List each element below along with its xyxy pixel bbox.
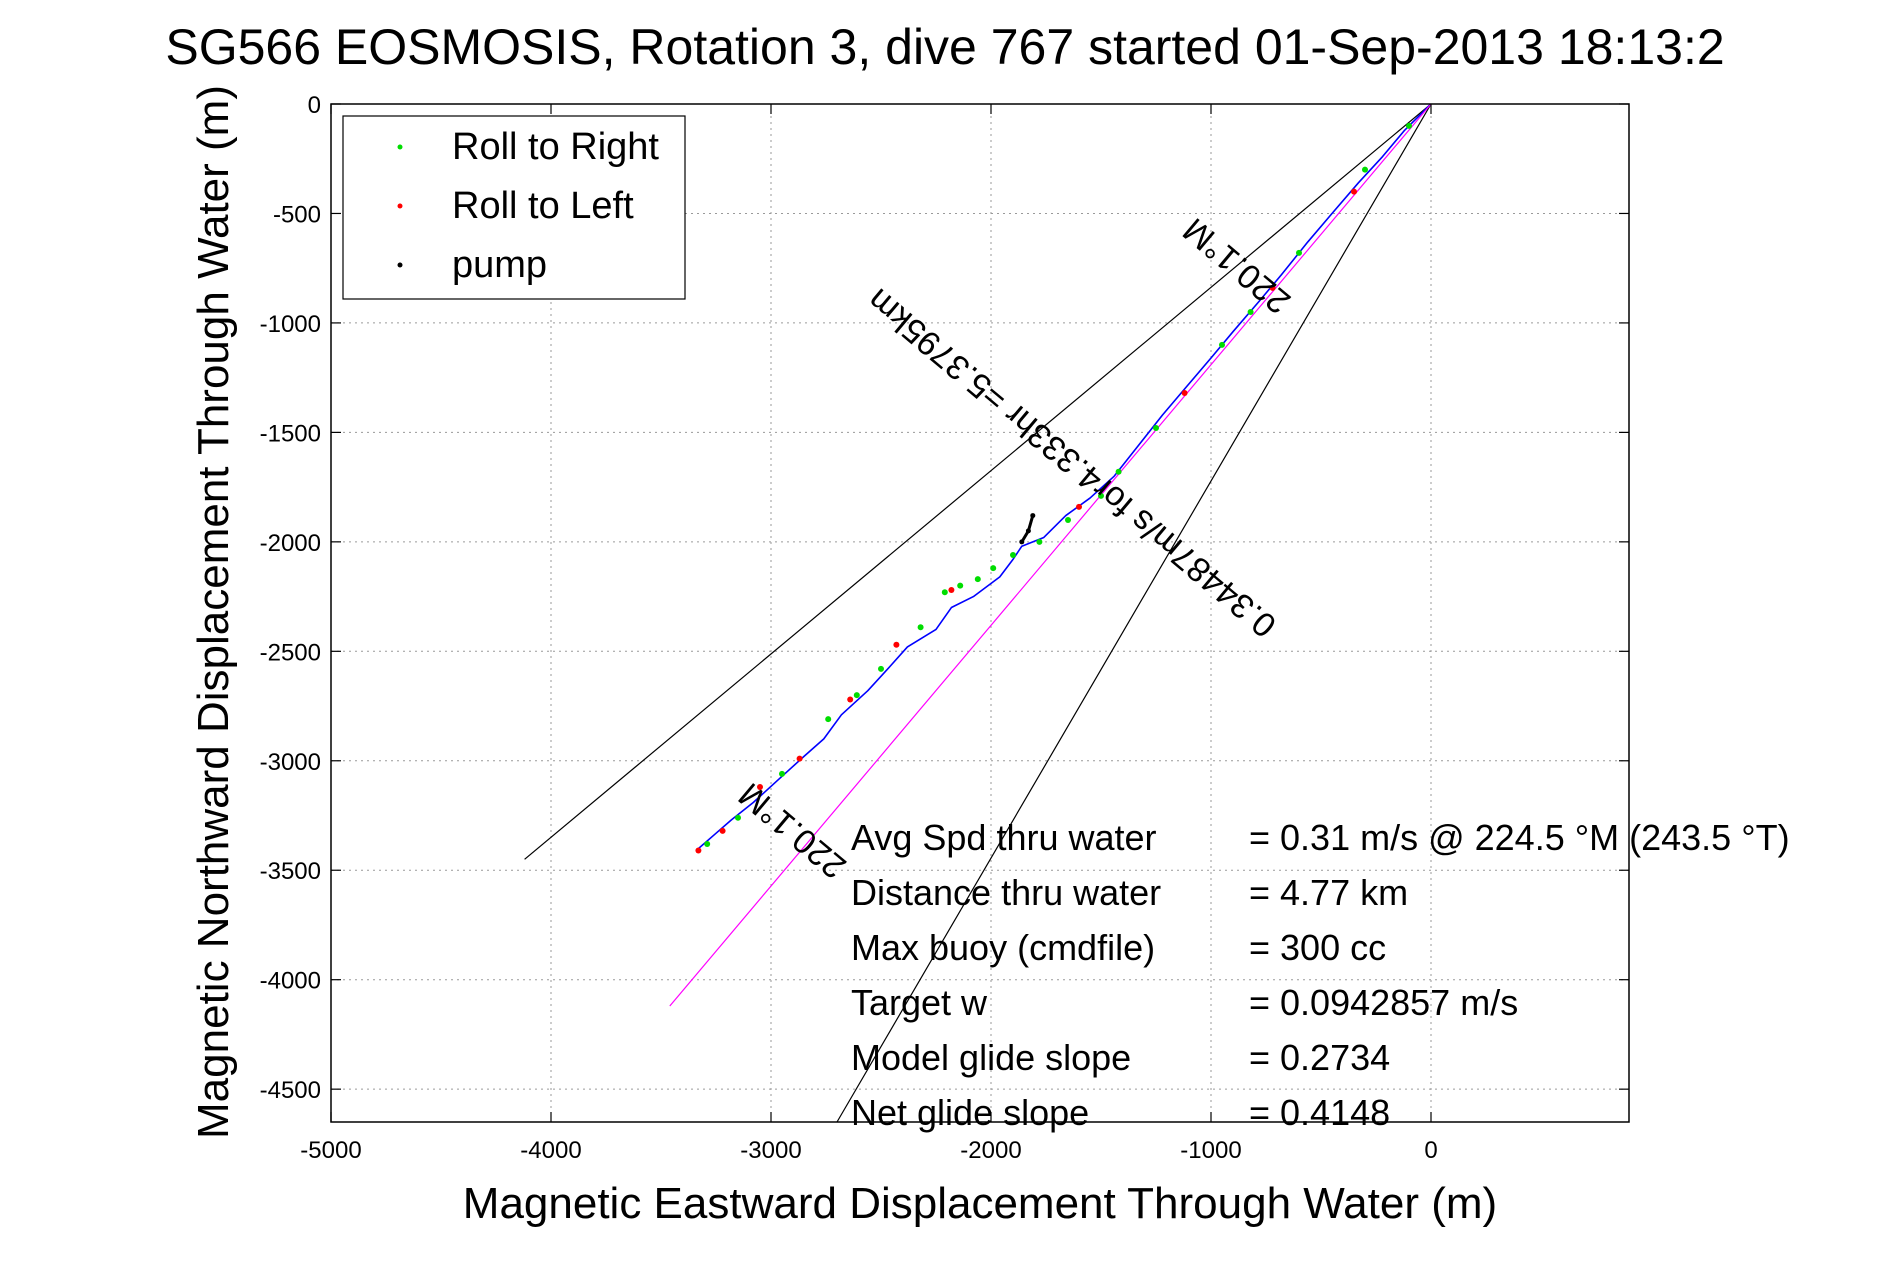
y-tick-label: -2500 <box>260 639 321 666</box>
y-tick-label: -1000 <box>260 311 321 338</box>
roll-left-marker <box>719 827 726 834</box>
x-tick-label: -4000 <box>520 1137 581 1164</box>
stat-label: Avg Spd thru water <box>851 817 1157 858</box>
roll-left-marker <box>1076 503 1082 510</box>
legend-marker <box>397 203 403 209</box>
cone-lines <box>524 103 1432 1123</box>
legend-label: Roll to Left <box>452 185 634 227</box>
x-tick-label: -2000 <box>960 1137 1021 1164</box>
roll-right-marker <box>917 624 924 631</box>
stat-label: Model glide slope <box>851 1037 1131 1078</box>
stat-value: = 0.2734 <box>1249 1037 1390 1078</box>
y-tick-label: -4500 <box>260 1077 321 1104</box>
roll-right-marker <box>825 716 832 723</box>
y-tick-label: -3000 <box>260 749 321 776</box>
stat-value: = 0.4148 <box>1249 1092 1390 1133</box>
stat-value: = 300 cc <box>1249 927 1386 968</box>
roll-right-marker <box>1406 122 1412 129</box>
chart-title: SG566 EOSMOSIS, Rotation 3, dive 767 sta… <box>165 19 1724 75</box>
track-lines <box>669 103 1432 1007</box>
roll-right-marker <box>1296 249 1302 256</box>
legend-label: Roll to Right <box>452 126 659 168</box>
stat-label: Distance thru water <box>851 872 1161 913</box>
y-tick-label: 0 <box>308 92 321 119</box>
markers <box>695 122 1412 854</box>
legend-marker <box>397 144 403 150</box>
stats-box: Avg Spd thru water = 0.31 m/s @ 224.5 °M … <box>851 817 1790 1133</box>
roll-right-marker <box>704 840 711 847</box>
stat-value: = 4.77 km <box>1249 872 1408 913</box>
roll-right-marker <box>735 814 741 821</box>
y-tick-label: -4000 <box>260 968 321 995</box>
roll-right-marker <box>1115 468 1122 475</box>
roll-left-marker <box>948 587 955 594</box>
series-line-cone-right <box>836 103 1432 1123</box>
roll-right-marker <box>1362 166 1368 173</box>
roll-left-marker <box>796 755 803 762</box>
roll-right-marker <box>1036 538 1043 545</box>
roll-right-marker <box>1247 308 1254 315</box>
legend-marker <box>397 262 403 268</box>
roll-left-marker <box>1269 284 1276 291</box>
y-ticks: 0 -500 -1000 -1500 -2000 -2500 -3000 -3500 -4000… <box>260 92 1629 1104</box>
roll-left-marker <box>757 784 763 791</box>
x-axis-label: Magnetic Eastward Displacement Through W… <box>463 1179 1497 1228</box>
roll-left-marker <box>1351 188 1357 195</box>
x-tick-label: -1000 <box>1180 1137 1241 1164</box>
roll-right-marker <box>941 589 948 596</box>
roll-left-marker <box>1181 389 1188 396</box>
roll-right-marker <box>990 565 997 572</box>
legend: Roll to Right Roll to Left pump <box>342 115 686 300</box>
roll-left-marker <box>695 847 702 854</box>
roll-right-marker <box>1153 425 1159 432</box>
series-line-average-velocity-line <box>669 103 1432 1007</box>
roll-left-marker <box>893 641 900 648</box>
roll-right-marker <box>1219 341 1225 348</box>
x-tick-label: -3000 <box>740 1137 801 1164</box>
x-ticks: -5000 -4000 -3000 -2000 -1000 0 <box>300 104 1438 1164</box>
stat-value: = 0.31 m/s @ 224.5 °M (243.5 °T) <box>1249 817 1790 858</box>
roll-left-marker <box>847 696 854 703</box>
x-tick-label: 0 <box>1424 1137 1437 1164</box>
roll-right-marker <box>1098 492 1104 499</box>
y-tick-label: -500 <box>273 201 321 228</box>
y-tick-label: -3500 <box>260 858 321 885</box>
stat-label: Net glide slope <box>851 1092 1089 1133</box>
y-tick-label: -2000 <box>260 530 321 557</box>
roll-right-marker <box>853 692 860 699</box>
y-tick-label: -1500 <box>260 420 321 447</box>
stat-value: = 0.0942857 m/s <box>1249 982 1518 1023</box>
roll-right-marker <box>1065 516 1071 523</box>
roll-right-marker <box>779 770 785 777</box>
series-line-track <box>695 103 1432 852</box>
stat-label: Target w <box>851 982 988 1023</box>
roll-right-marker <box>878 665 884 672</box>
roll-right-marker <box>1010 551 1016 558</box>
legend-label: pump <box>452 244 547 286</box>
x-tick-label: -5000 <box>300 1137 361 1164</box>
y-axis-label: Magnetic Northward Displacement Through … <box>189 85 238 1139</box>
series-line-cone-left <box>524 103 1432 860</box>
plot-frame <box>330 103 1630 1123</box>
roll-right-marker <box>974 576 981 583</box>
pump-segment <box>1020 515 1035 543</box>
stat-label: Max buoy (cmdfile) <box>851 927 1155 968</box>
roll-right-marker <box>957 582 964 589</box>
